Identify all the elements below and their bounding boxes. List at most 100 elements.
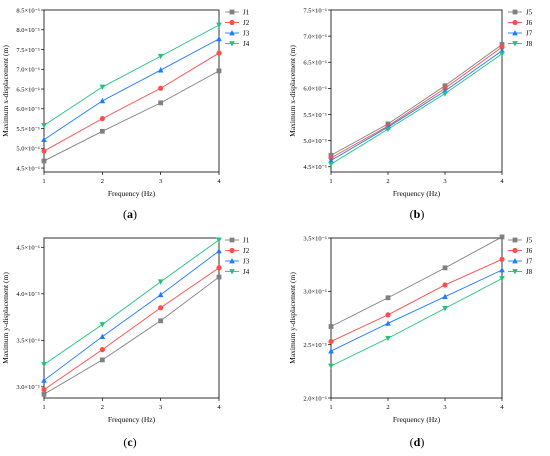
data-point	[442, 293, 448, 300]
panel-caption: (b)	[410, 207, 425, 221]
legend-marker	[512, 19, 518, 26]
series-line	[330, 278, 503, 367]
data-point	[216, 50, 222, 56]
data-point	[158, 100, 164, 106]
series-J8	[328, 51, 505, 168]
series-line	[43, 38, 220, 140]
y-tick-label: 7.5×10⁻¹	[16, 47, 40, 54]
series-line	[43, 70, 220, 162]
series-line	[330, 46, 503, 159]
series-J1	[41, 68, 222, 164]
chart-panel-a: 1 2 3 4 4.5×10⁻¹ 5.0×10⁻¹ 5.5×10⁻¹ 6.0×10⁻¹ 6.5×…	[1, 7, 250, 221]
series-J6	[328, 256, 505, 345]
series-J5	[328, 234, 505, 329]
y-tick-label: 3.5×10⁻¹	[16, 338, 40, 345]
x-tick-label: 3	[159, 404, 162, 411]
legend-label: J3	[243, 258, 250, 266]
series-line	[43, 52, 220, 152]
legend-label: J8	[526, 40, 533, 48]
data-point	[41, 377, 47, 383]
x-tick-label: 2	[386, 404, 389, 411]
data-point	[99, 128, 105, 134]
data-point	[99, 116, 105, 122]
series-J8	[328, 276, 505, 369]
series-line	[330, 44, 503, 156]
legend: J1 J2 J3 J4	[225, 237, 250, 276]
data-point	[328, 157, 334, 163]
data-point	[99, 84, 106, 91]
data-point	[41, 158, 47, 164]
x-tick-label: 2	[386, 178, 389, 185]
x-axis-label: Frequency (Hz)	[393, 189, 441, 198]
data-point	[328, 161, 334, 168]
legend-marker	[512, 30, 518, 36]
series-J2	[41, 50, 222, 154]
caption-paren-open: (	[410, 435, 414, 449]
y-axis-label: Maximum x-displacement (m)	[1, 45, 10, 137]
legend-label: J6	[526, 247, 533, 255]
y-tick-label: 6.0×10⁻¹	[303, 86, 327, 93]
legend-label: J1	[243, 9, 250, 17]
legend-marker	[229, 269, 235, 275]
y-tick-label: 5.5×10⁻¹	[16, 126, 40, 133]
legend-marker	[512, 41, 518, 47]
legend-marker	[229, 41, 235, 47]
data-point	[99, 333, 106, 340]
series-line	[330, 236, 503, 327]
x-tick-label: 3	[443, 404, 446, 411]
data-point	[158, 318, 164, 324]
series-line	[43, 267, 220, 390]
legend-label: J4	[243, 268, 250, 276]
data-point	[216, 265, 222, 271]
legend-marker	[512, 269, 518, 275]
plot-frame	[43, 237, 220, 399]
y-tick-label: 5.0×10⁻¹	[16, 146, 40, 153]
data-point	[328, 348, 334, 354]
data-point	[158, 85, 164, 91]
legend-label: J6	[526, 19, 533, 27]
x-axis-label: Frequency (Hz)	[108, 189, 156, 198]
data-point	[499, 234, 505, 240]
legend-label: J4	[243, 40, 250, 48]
legend-label: J2	[243, 19, 250, 27]
data-point	[41, 362, 47, 368]
y-tick-label: 7.5×10⁻¹	[303, 7, 327, 14]
x-tick-label: 1	[329, 178, 332, 185]
data-point	[499, 42, 505, 47]
legend-marker	[229, 237, 235, 243]
data-point	[328, 338, 334, 345]
series-J3	[41, 248, 222, 383]
y-tick-label: 7.0×10⁻¹	[16, 67, 40, 74]
series-line	[43, 276, 220, 395]
data-point	[442, 282, 448, 288]
data-point	[442, 83, 448, 89]
y-tick-label: 4.5×10⁻¹	[16, 165, 40, 172]
caption-paren-close: )	[133, 207, 137, 221]
legend-label: J5	[526, 237, 533, 245]
y-axis-label: Maximum x-displacement (m)	[288, 45, 297, 137]
data-point	[499, 44, 505, 50]
x-tick-label: 3	[159, 178, 162, 185]
data-point	[99, 322, 106, 328]
data-point	[216, 274, 222, 280]
caption-letter: b	[414, 207, 421, 221]
y-tick-label: 3.0×10⁻¹	[16, 384, 40, 391]
data-point	[216, 35, 222, 42]
series-J4	[41, 22, 222, 129]
caption-paren-close: )	[133, 435, 137, 449]
legend-label: J3	[243, 30, 250, 38]
y-tick-label: 3.0×10⁻¹	[303, 289, 327, 296]
data-point	[216, 237, 222, 243]
y-tick-label: 2.5×10⁻¹	[303, 342, 327, 349]
series-line	[330, 53, 503, 165]
data-point	[157, 291, 164, 298]
y-tick-label: 4.5×10⁻¹	[303, 164, 327, 171]
y-tick-label: 4.0×10⁻¹	[16, 291, 40, 298]
series-J2	[41, 265, 222, 393]
data-point	[442, 306, 448, 312]
data-point	[216, 248, 222, 254]
data-point	[385, 320, 391, 326]
legend-label: J5	[526, 9, 533, 17]
legend-marker	[229, 247, 235, 254]
